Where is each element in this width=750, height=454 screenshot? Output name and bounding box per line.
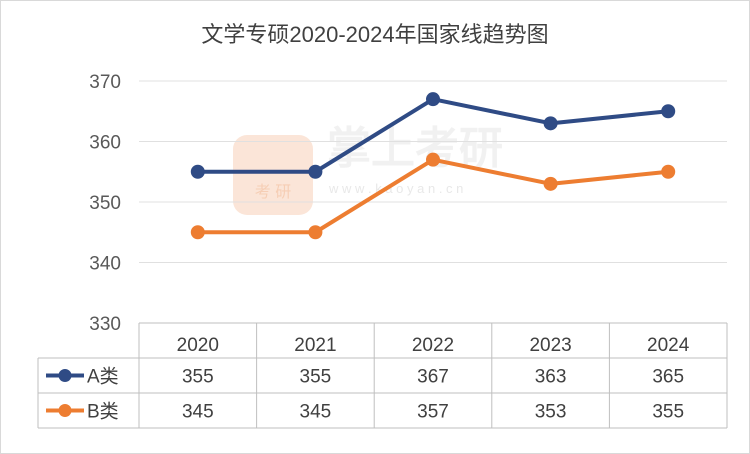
data-point xyxy=(308,164,323,179)
data-table: 2020 2021 2022 2023 2024 A类 355 355 367 363 365 B类 3… xyxy=(46,335,690,423)
gridlines xyxy=(139,80,727,263)
table-cell: 355 xyxy=(652,402,684,423)
table-cell: 365 xyxy=(652,367,684,388)
chart-title: 文学专硕2020-2024年国家线趋势图 xyxy=(201,22,548,47)
table-cell: 345 xyxy=(300,402,332,423)
table-cell: 367 xyxy=(417,367,449,388)
data-point xyxy=(661,164,676,179)
data-point xyxy=(543,116,558,131)
data-point xyxy=(543,176,558,191)
y-tick-label: 330 xyxy=(89,314,121,335)
x-tick-label: 2020 xyxy=(177,335,219,356)
data-point xyxy=(426,92,440,107)
table-cell: 353 xyxy=(535,402,567,423)
x-tick-label: 2023 xyxy=(529,335,571,356)
legend-label: B类 xyxy=(87,401,119,423)
table-cell: 357 xyxy=(417,402,449,423)
legend-marker xyxy=(58,369,72,382)
watermark-logo xyxy=(233,135,313,215)
y-tick-label: 350 xyxy=(89,193,121,214)
table-cell: 363 xyxy=(535,367,567,388)
legend-marker xyxy=(58,404,72,417)
data-point xyxy=(190,164,205,179)
legend-label: A类 xyxy=(87,366,119,388)
data-point xyxy=(661,104,676,119)
data-point xyxy=(308,225,323,240)
y-tick-label: 370 xyxy=(89,72,121,93)
x-tick-label: 2022 xyxy=(412,335,454,356)
y-tick-label: 360 xyxy=(89,133,121,154)
watermark-url: w w w . k a o y a n . c n xyxy=(328,181,463,196)
watermark-logo-text: 考 研 xyxy=(255,183,291,201)
y-axis: 330 340 350 360 370 xyxy=(89,72,121,335)
data-point xyxy=(426,152,440,167)
y-tick-label: 340 xyxy=(89,254,121,275)
x-tick-label: 2021 xyxy=(294,335,336,356)
data-point xyxy=(190,225,205,240)
table-cell: 345 xyxy=(182,402,214,423)
series-points xyxy=(190,92,676,240)
table-cell: 355 xyxy=(300,367,332,388)
x-tick-label: 2024 xyxy=(647,335,690,356)
data-table-lines xyxy=(37,322,728,429)
table-cell: 355 xyxy=(182,367,214,388)
